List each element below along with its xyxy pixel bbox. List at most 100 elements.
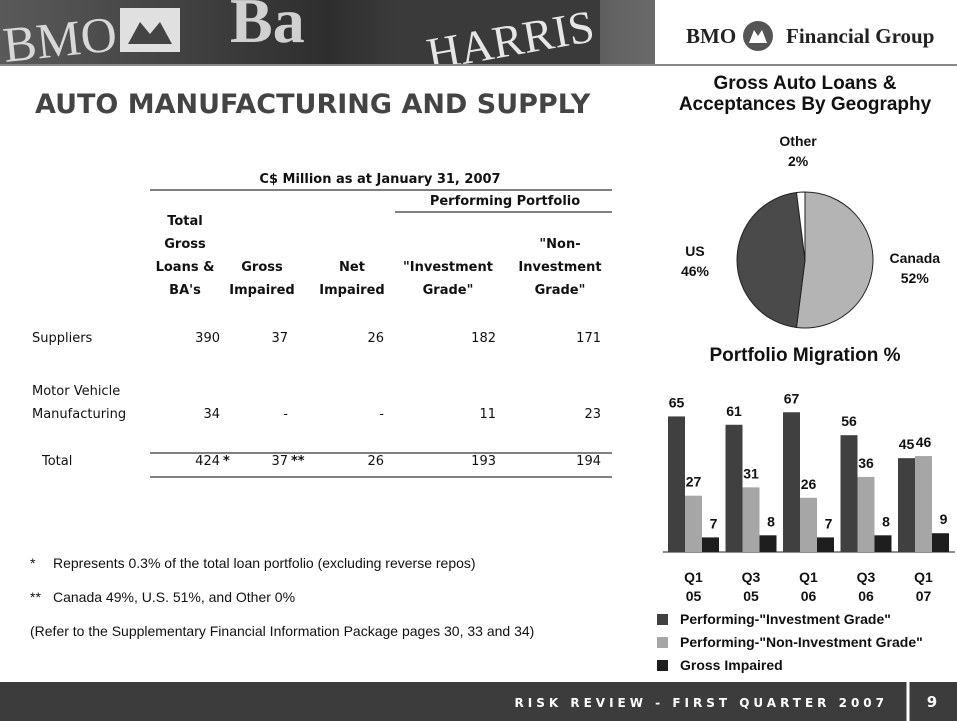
banner: BMO Ba HARRIS — [0, 0, 655, 80]
cell: 171 — [576, 331, 601, 346]
legend-swatch — [657, 660, 668, 671]
footnote-marker: * — [30, 555, 36, 571]
column-header: Impaired — [319, 283, 384, 298]
bar — [817, 537, 834, 552]
slice-value: 2% — [788, 153, 809, 169]
x-tick-label: 05 — [743, 588, 759, 604]
cell: 11 — [479, 407, 496, 422]
table-caption: C$ Million as at January 31, 2007 — [259, 172, 500, 187]
footnote-text: Canada 49%, U.S. 51%, and Other 0% — [53, 589, 295, 605]
bar-label: 26 — [801, 476, 817, 492]
cell: 37 — [271, 454, 288, 469]
x-tick-label: 07 — [916, 588, 932, 604]
footnotes: * Represents 0.3% of the total loan portf… — [30, 555, 534, 639]
row-label: Manufacturing — [32, 407, 126, 422]
bar-chart: Portfolio Migration % 65 27 7 Q1 05 61 31 8 Q3 05 6… — [657, 345, 955, 673]
column-header: Grade" — [535, 283, 586, 298]
bar-label: 36 — [858, 455, 874, 471]
footnote-marker: ** — [30, 589, 41, 605]
group-header: Performing Portfolio — [430, 194, 580, 209]
page-number: 9 — [927, 693, 937, 711]
bar-label: 61 — [726, 403, 742, 419]
pie-slice — [737, 193, 805, 328]
legend-label: Performing-"Investment Grade" — [680, 611, 891, 627]
bar-label: 65 — [669, 394, 685, 410]
legend-label: Gross Impaired — [680, 657, 783, 673]
column-header: "Non- — [539, 237, 580, 252]
bar-label: 46 — [916, 434, 932, 450]
cell: 37 — [271, 331, 288, 346]
bar-label: 8 — [767, 513, 775, 529]
pie-chart: Gross Auto Loans &Acceptances By Geograp… — [679, 73, 940, 328]
x-tick-label: Q1 — [799, 569, 818, 585]
x-tick-label: 05 — [686, 588, 702, 604]
chart-title: Acceptances By Geography — [679, 94, 932, 115]
bar-label: 27 — [686, 474, 702, 490]
row-label: Total — [41, 454, 72, 469]
cell: 390 — [195, 331, 220, 346]
bar — [932, 533, 949, 552]
x-tick-label: Q1 — [684, 569, 703, 585]
slice-label: Other — [779, 133, 817, 149]
banner-icon — [120, 8, 180, 52]
cell: - — [283, 407, 288, 422]
slide-title: AUTO MANUFACTURING AND SUPPLY — [35, 89, 591, 120]
cell-note: ** — [291, 454, 305, 469]
cell: 194 — [576, 454, 601, 469]
x-tick-label: Q1 — [914, 569, 933, 585]
legend-label: Performing-"Non-Investment Grade" — [680, 634, 923, 650]
legend-swatch — [657, 637, 668, 648]
bar — [898, 458, 915, 552]
cell: 26 — [367, 454, 384, 469]
bar-label: 9 — [940, 511, 948, 527]
chart-title: Portfolio Migration % — [709, 345, 900, 366]
column-header: Gross — [241, 260, 283, 275]
bar-label: 31 — [743, 465, 759, 481]
cell: 26 — [367, 331, 384, 346]
slice-value: 46% — [681, 263, 710, 279]
bar-label: 7 — [710, 515, 718, 531]
x-tick-label: 06 — [858, 588, 874, 604]
slice-value: 52% — [901, 270, 930, 286]
table: C$ Million as at January 31, 2007 Perfor… — [32, 172, 612, 477]
row-label: Suppliers — [32, 331, 93, 346]
bar-label: 56 — [841, 413, 857, 429]
chart-title: Gross Auto Loans & — [714, 73, 897, 94]
column-header: Impaired — [229, 283, 294, 298]
logo-text: BMO — [686, 24, 736, 48]
footer-text: RISK REVIEW - FIRST QUARTER 2007 — [515, 696, 888, 710]
column-header: BA's — [169, 283, 201, 298]
bar — [858, 477, 875, 552]
bar-label: 67 — [784, 390, 800, 406]
cell: 182 — [471, 331, 496, 346]
cell: 23 — [584, 407, 601, 422]
slide: BMO Ba HARRIS BMO Financial Group AUTO M… — [0, 0, 957, 721]
x-tick-label: 06 — [801, 588, 817, 604]
legend-swatch — [657, 614, 668, 625]
column-header: Gross — [164, 237, 206, 252]
footnote-text: (Refer to the Supplementary Financial In… — [30, 623, 534, 639]
cell-note: * — [223, 454, 230, 469]
cell: - — [379, 407, 384, 422]
slice-label: US — [685, 243, 704, 259]
pie-slice — [796, 192, 873, 328]
cell: 193 — [471, 454, 496, 469]
cell: 34 — [203, 407, 220, 422]
cell: 424 — [195, 454, 220, 469]
bar — [685, 496, 702, 552]
bar — [800, 498, 817, 552]
x-tick-label: Q3 — [857, 569, 876, 585]
bar-label: 8 — [882, 513, 890, 529]
row-label: Motor Vehicle — [32, 384, 120, 399]
footnote-text: Represents 0.3% of the total loan portfo… — [53, 555, 476, 571]
bar — [726, 425, 743, 552]
banner-text: BMO — [0, 5, 119, 73]
column-header: Investment — [518, 260, 601, 275]
column-header: "Investment — [403, 260, 493, 275]
banner-text: Ba — [230, 0, 305, 56]
column-header: Loans & — [156, 260, 215, 275]
bar-label: 7 — [825, 515, 833, 531]
bar — [702, 537, 719, 552]
bar — [875, 535, 892, 552]
logo-text: Financial Group — [786, 24, 934, 48]
